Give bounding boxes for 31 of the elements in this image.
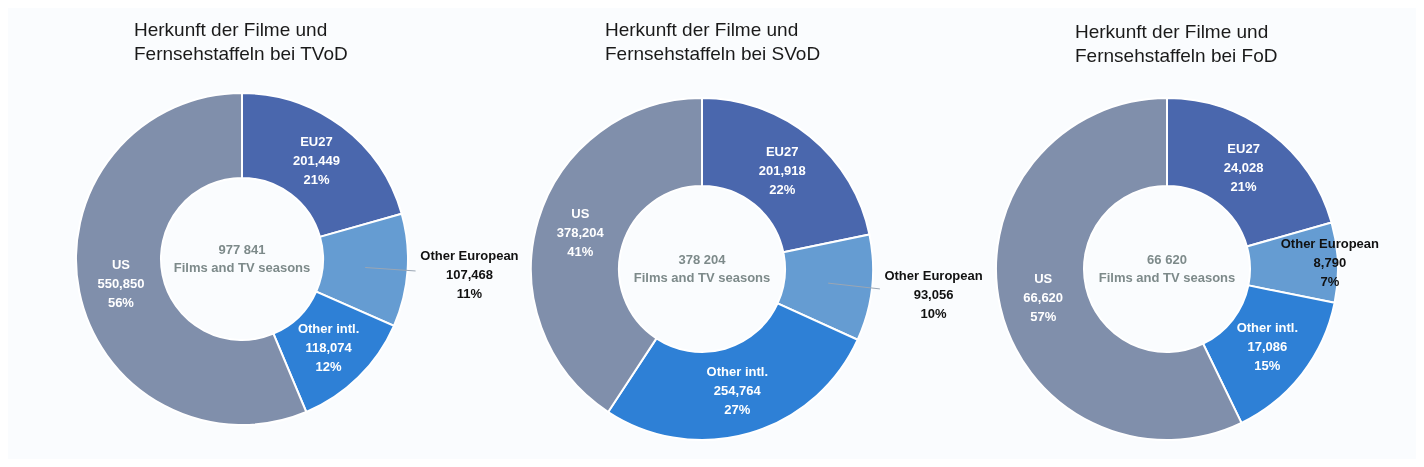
slice-label: Other intl.	[1236, 320, 1299, 336]
slice-label: EU27	[1227, 141, 1260, 157]
data-label: 550,850 56%	[97, 275, 145, 310]
data-label: 24,028 21%	[1223, 160, 1264, 195]
data-label: 93,056 10%	[913, 287, 954, 322]
data-label: 66,620 57%	[1023, 289, 1064, 324]
slice-label: Other intl.	[706, 364, 769, 380]
slice-label: US	[571, 206, 590, 222]
slice-label: Other European	[884, 268, 983, 284]
data-label: 201,918 22%	[758, 163, 806, 198]
text: 378 204	[677, 251, 727, 269]
text: Films and TV seasons	[172, 259, 312, 277]
data-label: 201,449 21%	[292, 152, 340, 187]
data-label: 118,074 12%	[305, 339, 353, 374]
slice-label: Other European	[420, 248, 519, 264]
slice-label: Other intl.	[297, 320, 360, 336]
chart-title: Herkunft der Filme und Fernsehstaffeln bei TVoD	[134, 18, 349, 66]
slice-label: US	[111, 256, 131, 272]
text: Films and TV seasons	[632, 269, 772, 287]
data-label: 254,764 27%	[713, 383, 762, 418]
text: 66 620	[1146, 251, 1188, 269]
slice-label: EU27	[765, 144, 799, 160]
text: 977 841	[217, 241, 267, 259]
chart-title: Herkunft der Filme und Fernsehstaffeln bei SVoD	[605, 18, 822, 66]
data-label: 107,468 11%	[445, 267, 493, 302]
data-label: 378,204 41%	[556, 225, 605, 260]
slice-label: EU27	[300, 133, 333, 149]
text: Films and TV seasons	[1097, 269, 1237, 287]
slice-label: US	[1034, 270, 1053, 286]
chart-title: Herkunft der Filme und Fernsehstaffeln bei FoD	[1075, 20, 1279, 68]
data-label: 17,086 15%	[1247, 339, 1288, 374]
